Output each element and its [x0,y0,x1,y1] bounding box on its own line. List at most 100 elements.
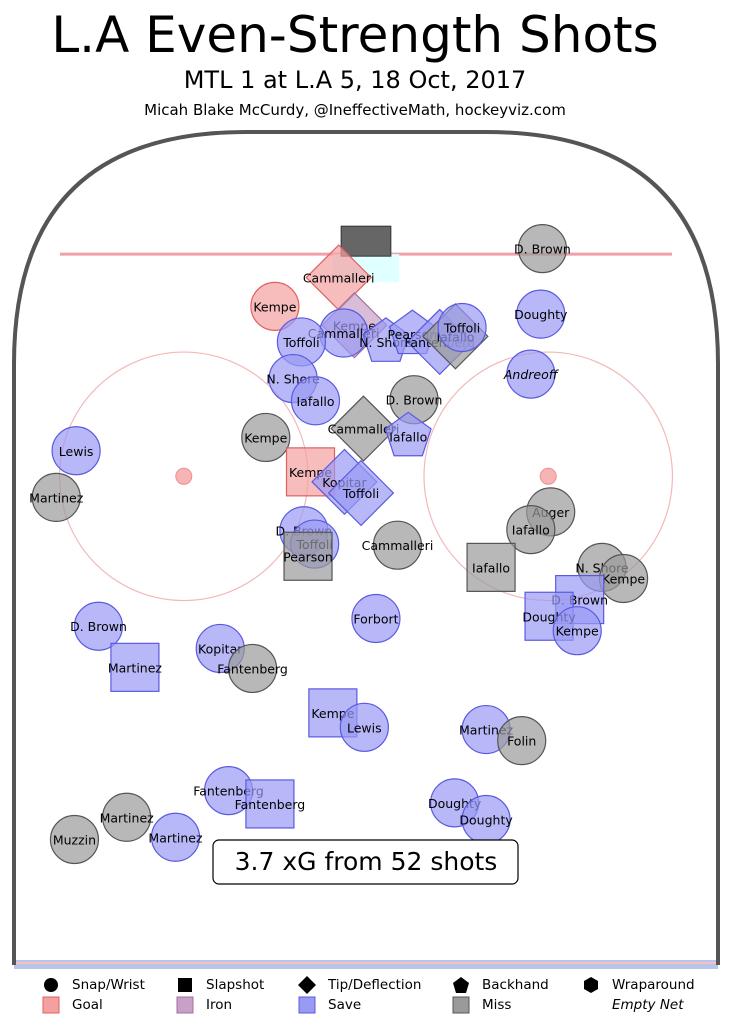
legend-label: Tip/Deflection [328,977,422,993]
legend-label: Miss [482,997,512,1013]
rink-chart: CammalleriKempeKempeCammalleriToffoliN. … [12,130,720,969]
shot-label: Cammalleri [328,422,400,437]
shot-label: Iafallo [512,523,550,538]
pentagon-icon [453,977,469,993]
shot-circle [250,281,300,331]
blue-line [14,960,718,969]
shot-label: Toffoli [282,335,319,350]
shot-label: Kopitar [198,641,243,656]
shot-marker: Doughty [514,289,568,339]
shot-circle [506,349,556,399]
shot-marker: Cammalleri [308,308,380,358]
shot-label: Muzzin [53,832,96,847]
shot-label: Kempe [253,299,296,314]
legend: Snap/Wrist Slapshot Tip/Deflection Backh… [0,975,730,1033]
rink-boards [12,130,720,965]
shot-circle [227,643,278,694]
xg-summary: 3.7 xG from 52 shots [235,847,498,876]
legend-label: Slapshot [206,977,265,993]
shot-circle [73,601,124,651]
shot-label: Toffoli [443,320,480,335]
shot-marker: Lewis [51,426,101,476]
shot-circle [150,812,201,862]
shot-circle [552,606,602,656]
shot-label: Andreoff [503,367,560,382]
legend-label: Iron [206,997,233,1013]
shot-marker: Kempe [552,606,602,656]
shot-label: Martinez [29,490,84,505]
shot-label: D. Brown [70,619,127,634]
iron-swatch-icon [176,996,194,1014]
shot-label: Cammalleri [303,270,375,285]
shot-marker: Muzzin [49,814,100,865]
shot-circle [102,792,152,842]
shot-marker: Fantenberg [217,643,288,694]
shot-diamond [327,459,395,527]
shot-circle [506,505,556,555]
square-icon [178,978,192,992]
save-swatch-icon [298,996,316,1014]
shot-marker: Iafallo [384,411,432,457]
legend-item-empty-net: Empty Net [612,997,684,1013]
shot-label: Cammalleri [308,326,380,341]
credit-line: Micah Blake McCurdy, @IneffectiveMath, h… [144,101,566,119]
shot-square [245,779,295,829]
shot-label: Martinez [108,660,163,675]
legend-item-goal: Goal [40,995,103,1015]
shot-pentagon [384,411,432,457]
shot-marker: Pearson [283,531,333,581]
shot-label: Iafallo [296,394,334,409]
circle-icon [44,978,58,992]
goal-net [340,225,392,257]
shot-marker: D. Brown [514,224,571,274]
shot-circle [372,520,423,570]
shot-square [466,542,516,592]
shot-marker: Fantenberg [235,779,305,829]
shot-marker: Martinez [100,792,155,842]
shot-circle [339,702,389,752]
shot-circle [517,224,568,274]
shot-marker: Martinez [29,472,84,523]
shot-marker: Folin [497,716,547,766]
game-subtitle: MTL 1 at L.A 5, 18 Oct, 2017 [183,66,527,94]
shot-label: Fantenberg [217,661,288,676]
legend-label: Empty Net [612,997,684,1013]
shot-label: Pearson [283,549,333,564]
shot-label: Iafallo [472,560,510,575]
shot-label: Toffoli [342,486,379,501]
shot-label: D. Brown [386,393,443,408]
shot-circle [516,289,566,339]
shot-label: Cammalleri [362,538,434,553]
shot-label: Forbort [353,611,398,626]
shot-circle [290,376,341,426]
legend-item-wraparound: Wraparound [580,975,695,995]
shot-circle [51,426,101,476]
shot-circle [241,412,291,463]
shot-label: Doughty [459,813,513,828]
shot-circle [351,593,401,644]
miss-swatch-icon [452,996,470,1014]
faceoff-dot [175,467,193,485]
shot-circle [497,716,547,766]
summary-box: 3.7 xG from 52 shots [212,839,519,885]
shot-marker: Lewis [339,702,389,752]
shot-marker: Toffoli [327,459,395,527]
shot-marker: Cammalleri [362,520,434,570]
shot-label: Kempe [556,624,599,639]
hexagon-icon [584,977,598,993]
shot-marker: Kempe [598,553,649,604]
shot-marker: Toffoli [437,302,487,353]
legend-label: Goal [72,997,103,1013]
shot-marker: Iafallo [290,376,341,426]
shot-label: Iafallo [389,429,427,444]
legend-item-miss: Miss [450,995,511,1015]
shot-marker: Toffoli [276,317,326,367]
shot-label: Doughty [514,307,568,322]
shot-label: Martinez [100,810,155,825]
legend-item-iron: Iron [174,995,232,1015]
shot-marker: Forbort [351,593,401,644]
legend-label: Backhand [482,977,549,993]
shot-label: Lewis [59,444,94,459]
legend-item-save: Save [296,995,361,1015]
shot-label: Martinez [148,830,203,845]
